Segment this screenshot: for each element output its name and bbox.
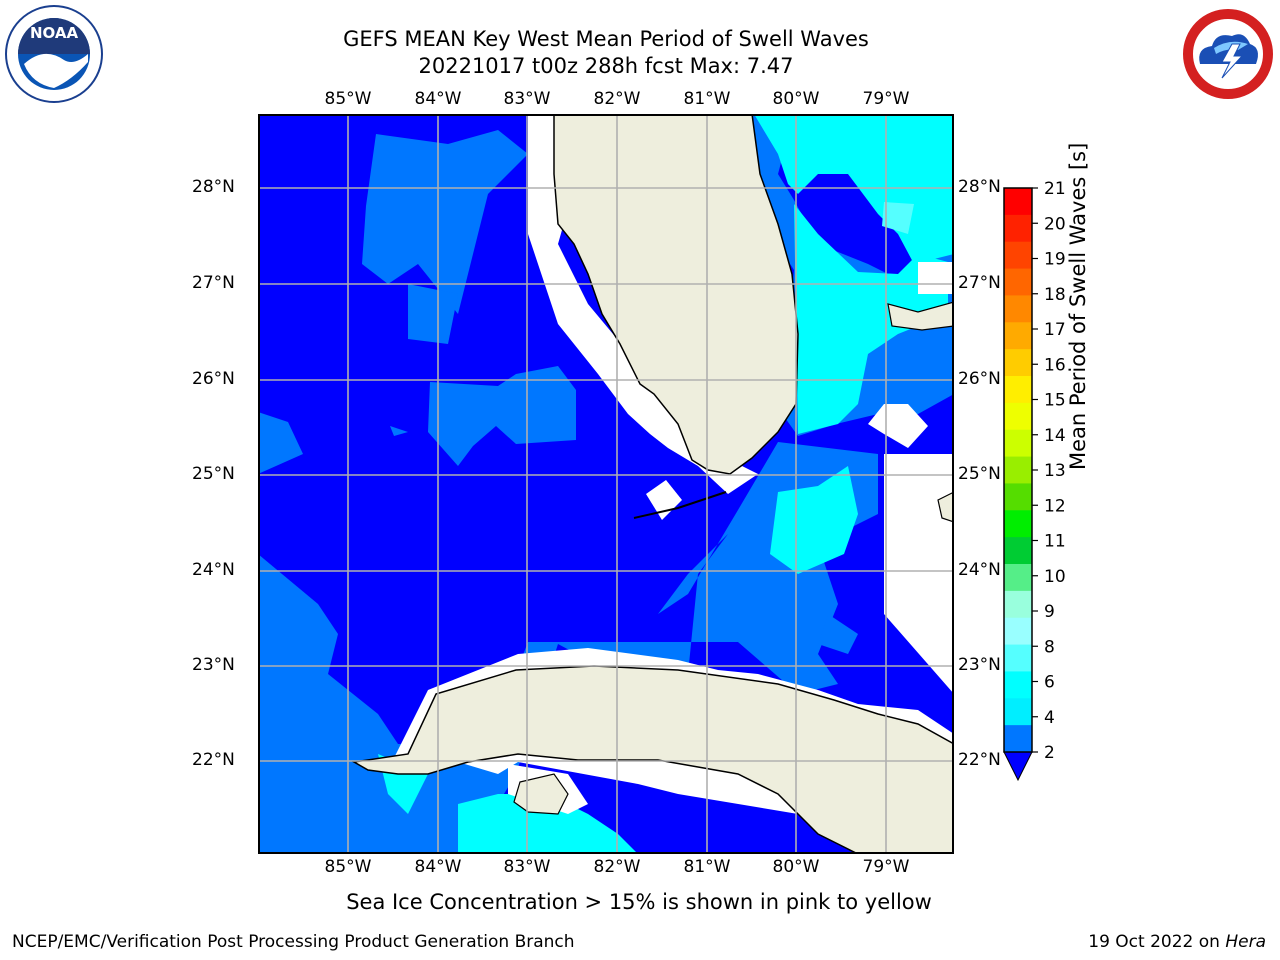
colorbar-tick-label: 10 — [1044, 567, 1066, 587]
colorbar: 21 20 19 18 17 16 15 14 13 12 11 10 9 8 6 4 2 — [1000, 179, 1120, 790]
lon-label-top: 80°W — [772, 89, 820, 109]
colorbar-band — [1004, 564, 1032, 592]
lat-label-left: 28°N — [192, 177, 235, 197]
colorbar-band — [1004, 241, 1032, 270]
swell-contour-6-8 — [882, 202, 914, 234]
colorbar-tick-label: 4 — [1044, 708, 1055, 728]
no-data-area — [646, 480, 682, 520]
swell-contour-4-6 — [794, 204, 948, 434]
colorbar-tick-label: 20 — [1044, 214, 1066, 234]
colorbar-band — [1004, 510, 1032, 538]
lat-label-right: 22°N — [958, 750, 1001, 770]
lat-label-right: 23°N — [958, 655, 1001, 675]
map-gridlines — [258, 114, 954, 854]
colorbar-tick-label: 14 — [1044, 426, 1066, 446]
colorbar-band — [1004, 483, 1032, 511]
colorbar-band — [1004, 537, 1032, 565]
colorbar-tick-label: 12 — [1044, 496, 1066, 516]
colorbar-tick-label: 15 — [1044, 391, 1066, 411]
swell-contour-2-4 — [428, 366, 576, 466]
colorbar-band — [1004, 376, 1032, 404]
colorbar-band — [1004, 671, 1032, 699]
colorbar-band — [1004, 617, 1032, 646]
lat-label-left: 24°N — [192, 560, 235, 580]
colorbar-tick-label: 9 — [1044, 602, 1055, 622]
swell-contour-2-4 — [408, 284, 458, 344]
swell-contour-4-6 — [770, 466, 858, 574]
lon-label-bottom: 84°W — [414, 857, 462, 877]
lat-label-left: 22°N — [192, 750, 235, 770]
lon-label-top: 85°W — [324, 89, 372, 109]
colorbar-band — [1004, 725, 1032, 753]
colorbar-band — [1004, 402, 1032, 431]
colorbar-band — [1004, 698, 1032, 726]
no-data-area — [868, 404, 928, 448]
lon-label-bottom: 80°W — [772, 857, 820, 877]
lat-label-right: 25°N — [958, 464, 1001, 484]
lon-label-top: 79°W — [862, 89, 910, 109]
swell-contour-2-4 — [390, 426, 408, 436]
swell-contour-2-4 — [258, 412, 303, 474]
colorbar-title: Mean Period of Swell Waves [s] — [1066, 142, 1090, 470]
lon-label-top: 84°W — [414, 89, 462, 109]
colorbar-tick-label: 6 — [1044, 673, 1055, 693]
lon-label-top: 81°W — [683, 89, 731, 109]
colorbar-band — [1004, 322, 1032, 350]
noaa-logo-icon: NOAA — [4, 4, 104, 104]
florida-keys — [633, 491, 727, 519]
swell-contour-2-4 — [818, 614, 858, 654]
lat-label-left: 27°N — [192, 273, 235, 293]
footer-credit: NCEP/EMC/Verification Post Processing Pr… — [12, 932, 575, 952]
colorbar-tick-label: 2 — [1044, 743, 1055, 763]
colorbar-tick-label: 21 — [1044, 180, 1066, 199]
lon-label-bottom: 82°W — [593, 857, 641, 877]
no-data-area — [528, 114, 758, 494]
lat-label-left: 26°N — [192, 369, 235, 389]
lat-label-right: 26°N — [958, 369, 1001, 389]
colorbar-band — [1004, 590, 1032, 619]
colorbar-band — [1004, 349, 1032, 377]
lon-label-bottom: 85°W — [324, 857, 372, 877]
footer-date: 19 Oct 2022 on Hera — [1088, 932, 1266, 952]
colorbar-tick-label: 13 — [1044, 461, 1066, 481]
lat-label-right: 28°N — [958, 177, 1001, 197]
colorbar-extend-triangle — [1003, 751, 1033, 782]
map-subtitle: 20221017 t00z 288h fcst Max: 7.47 — [418, 54, 794, 78]
lat-label-right: 24°N — [958, 560, 1001, 580]
svg-text:NOAA: NOAA — [30, 24, 79, 42]
colorbar-band — [1004, 295, 1032, 323]
colorbar-tick-label: 17 — [1044, 320, 1066, 340]
colorbar-band — [1004, 268, 1032, 296]
colorbar-tick-label: 18 — [1044, 285, 1066, 305]
colorbar-band — [1004, 188, 1032, 216]
colorbar-band — [1004, 456, 1032, 484]
colorbar-tick-label: 16 — [1044, 355, 1066, 375]
swell-contour-4-6 — [458, 794, 638, 854]
no-data-area — [884, 454, 954, 694]
colorbar-tick-label: 19 — [1044, 250, 1066, 270]
lat-label-left: 25°N — [192, 464, 235, 484]
lon-label-top: 82°W — [593, 89, 641, 109]
swell-contour-2-4 — [362, 130, 528, 314]
sea-ice-note: Sea Ice Concentration > 15% is shown in … — [346, 890, 932, 914]
lon-label-bottom: 79°W — [862, 857, 910, 877]
map-frame — [258, 114, 954, 854]
colorbar-tick-label: 11 — [1044, 532, 1066, 552]
lon-label-top: 83°W — [503, 89, 551, 109]
map-title: GEFS MEAN Key West Mean Period of Swell … — [343, 27, 869, 51]
no-data-area — [918, 262, 954, 294]
colorbar-band — [1004, 214, 1032, 243]
lon-label-bottom: 83°W — [503, 857, 551, 877]
colorbar-band — [1004, 644, 1032, 672]
lat-label-right: 27°N — [958, 273, 1001, 293]
land-florida — [553, 113, 799, 475]
lat-label-left: 23°N — [192, 655, 235, 675]
colorbar-band — [1004, 429, 1032, 458]
colorbar-tick-label: 8 — [1044, 637, 1055, 657]
map-panel — [258, 113, 955, 855]
footer-host: Hera — [1225, 932, 1266, 952]
colorbar-frame — [1003, 187, 1033, 753]
lon-label-bottom: 81°W — [683, 857, 731, 877]
nws-logo-icon — [1178, 4, 1278, 104]
